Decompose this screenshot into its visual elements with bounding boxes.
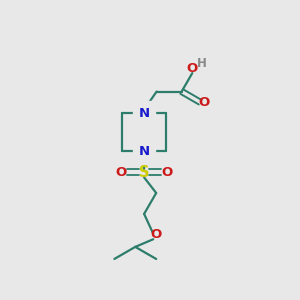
Text: O: O	[151, 228, 162, 241]
Text: O: O	[187, 62, 198, 75]
Text: N: N	[139, 107, 150, 120]
Text: O: O	[162, 166, 173, 178]
Text: H: H	[197, 57, 207, 70]
Text: O: O	[115, 166, 127, 178]
Text: O: O	[199, 96, 210, 109]
Text: N: N	[139, 145, 150, 158]
Text: S: S	[139, 165, 149, 180]
